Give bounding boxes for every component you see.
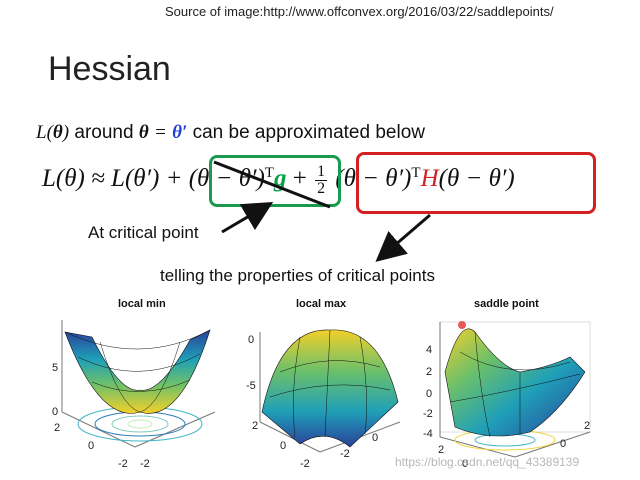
saddle-surface-plot <box>439 321 591 458</box>
critical-arrow <box>221 201 274 234</box>
strike-through-line <box>213 160 331 209</box>
saddle-ztick-4: 4 <box>426 344 433 356</box>
lmax-ztick-0: 0 <box>248 334 255 346</box>
lmin-ztick-5: 5 <box>52 362 59 374</box>
slide-title: Hessian <box>48 50 171 88</box>
watermark: https://blog.csdn.net/qq_43389139 <box>395 455 580 469</box>
saddle-ztick-neg4: -4 <box>423 428 433 440</box>
red-transpose: T <box>411 164 421 181</box>
properties-arrow <box>375 213 431 262</box>
saddle-ztick-0: 0 <box>426 388 433 400</box>
red-term-diff-b: (θ − θ′) <box>438 165 515 193</box>
saddle-ytick-2: 2 <box>584 420 591 432</box>
lmax-ytick-0: 0 <box>372 432 379 444</box>
loss-symbol: L <box>36 122 47 143</box>
green-term-diff: (θ − θ′) <box>188 165 265 193</box>
lmax-xtick-neg2: -2 <box>300 458 310 470</box>
properties-caption: telling the properties of critical point… <box>160 266 435 285</box>
red-term-diff-a: (θ − θ′) <box>335 165 412 193</box>
hessian-term-box <box>356 152 596 214</box>
saddle-ztick-neg2: -2 <box>423 408 433 420</box>
lmax-ztick-neg5: -5 <box>246 380 256 392</box>
local-min-surface-plot <box>61 320 216 448</box>
frac-numerator: 1 <box>315 163 328 181</box>
plot-title-local-max: local max <box>296 298 347 310</box>
green-transpose: T <box>264 164 274 181</box>
lmin-xtick-2: 2 <box>54 422 61 434</box>
theta-symbol-2: θ <box>138 122 149 143</box>
critical-point-label: At critical point <box>88 223 199 242</box>
approximation-sentence: L(θ) around θ = θ′ can be approximated b… <box>36 122 425 143</box>
around-text: around <box>74 122 134 143</box>
theta-symbol: θ <box>52 122 63 143</box>
plus-sign: + <box>286 165 314 193</box>
lmin-ytick-neg2: -2 <box>140 458 150 470</box>
saddle-xtick-2: 2 <box>438 444 445 456</box>
lmax-xtick-2: 2 <box>252 420 259 432</box>
saddle-xtick-0: 0 <box>462 458 469 470</box>
lmax-ytick-neg2: -2 <box>340 448 350 460</box>
frac-denominator: 2 <box>317 180 326 197</box>
local-max-surface-plot <box>259 329 401 453</box>
equals-sign: = <box>154 122 167 143</box>
lmin-ztick-0: 0 <box>52 406 59 418</box>
approx-rest-text: can be approximated below <box>192 122 425 143</box>
theta-prime-symbol: θ′ <box>172 122 188 143</box>
plot-title-saddle: saddle point <box>474 298 539 310</box>
gradient-term-box <box>209 155 341 207</box>
lmin-xtick-0: 0 <box>88 440 95 452</box>
lmin-xtick-neg2: -2 <box>118 458 128 470</box>
hessian-H: H <box>420 165 439 193</box>
equation-lhs: L(θ) ≈ L(θ′) + <box>42 165 189 193</box>
plot-title-local-min: local min <box>118 298 166 310</box>
lmax-xtick-0: 0 <box>280 440 287 452</box>
source-caption: Source of image:http://www.offconvex.org… <box>165 4 554 19</box>
saddle-ytick-0: 0 <box>560 438 567 450</box>
saddle-ztick-2: 2 <box>426 366 433 378</box>
